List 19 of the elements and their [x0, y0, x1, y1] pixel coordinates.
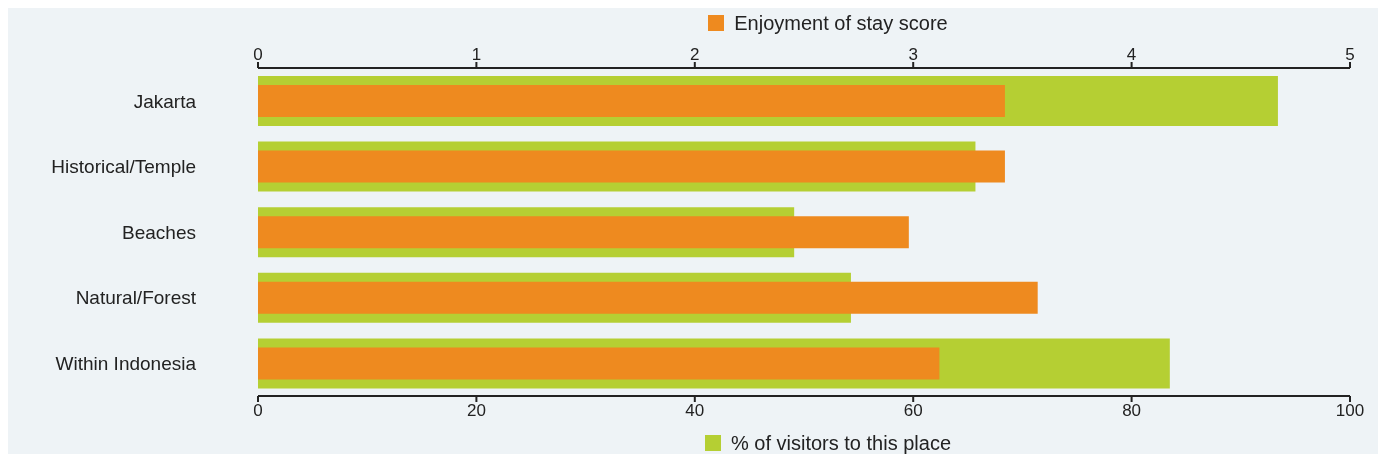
x2-tick-label: 2 — [690, 45, 700, 64]
legend-label: Enjoyment of stay score — [734, 11, 948, 35]
y-tick-label: Natural/Forest — [75, 287, 197, 309]
y-tick-label: Jakarta — [133, 90, 197, 112]
x-tick-label: 60 — [903, 401, 923, 421]
x-tick-label: 40 — [685, 401, 705, 421]
x2-tick-label: 3 — [908, 45, 918, 64]
x-tick-label: 80 — [1122, 401, 1142, 421]
y-tick-label: Within Indonesia — [55, 352, 197, 374]
x-tick-label: 20 — [466, 401, 486, 421]
legend-label: % of visitors to this place — [730, 431, 952, 455]
x2-tick-label: 0 — [253, 45, 263, 64]
x-tick-label: 0 — [253, 401, 263, 421]
x2-tick-label: 1 — [471, 45, 482, 64]
x-tick-label: 100 — [1335, 401, 1365, 421]
y-tick-label: Beaches — [122, 221, 196, 243]
y-tick-label: Historical/Temple — [51, 156, 196, 178]
x2-tick-label: 4 — [1126, 45, 1137, 64]
x2-tick-label: 5 — [1345, 45, 1355, 64]
